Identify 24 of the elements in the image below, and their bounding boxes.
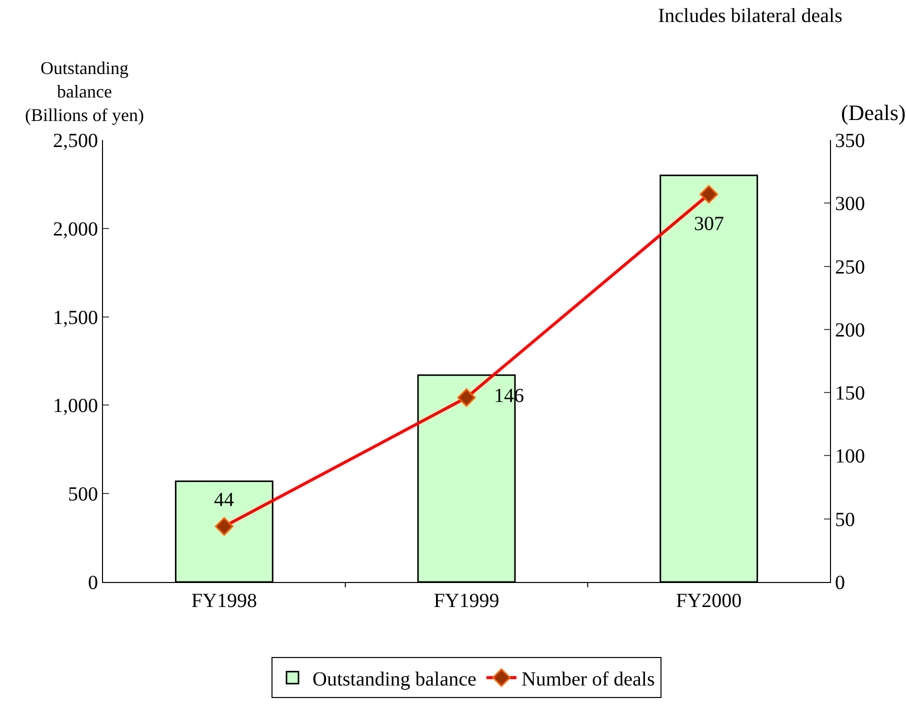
y2-tick-label: 100 xyxy=(835,446,865,468)
y-tick-label: 0 xyxy=(88,572,98,594)
y2-tick-label: 250 xyxy=(835,256,865,278)
data-label: 307 xyxy=(694,213,724,235)
y-tick-label: 1,500 xyxy=(53,306,98,329)
x-tick-label: FY1999 xyxy=(434,590,500,612)
y-tick-label: 2,000 xyxy=(53,218,98,240)
legend-label: Outstanding balance xyxy=(312,668,476,690)
y2-tick-label: 0 xyxy=(835,572,845,594)
legend-label: Number of deals xyxy=(521,668,655,690)
y2-tick-label: 150 xyxy=(835,382,865,405)
x-tick-label: FY1998 xyxy=(191,590,257,612)
y-tick-label: 500 xyxy=(68,484,98,506)
text: Includes bilateral deals xyxy=(658,5,843,27)
y2-axis-title: (Deals) xyxy=(841,100,906,125)
y2-tick-label: 350 xyxy=(835,130,865,152)
x-tick-label: FY2000 xyxy=(676,590,742,612)
data-label: 44 xyxy=(214,489,234,511)
y2-tick-label: 200 xyxy=(835,319,865,342)
y2-tick-label: 300 xyxy=(835,193,865,216)
y-tick-label: 2,500 xyxy=(53,130,98,152)
y2-tick-label: 50 xyxy=(835,508,855,531)
y-tick-label: 1,000 xyxy=(53,395,98,418)
y-axis-title: Outstanding balance (Billions of yen) xyxy=(25,58,144,125)
